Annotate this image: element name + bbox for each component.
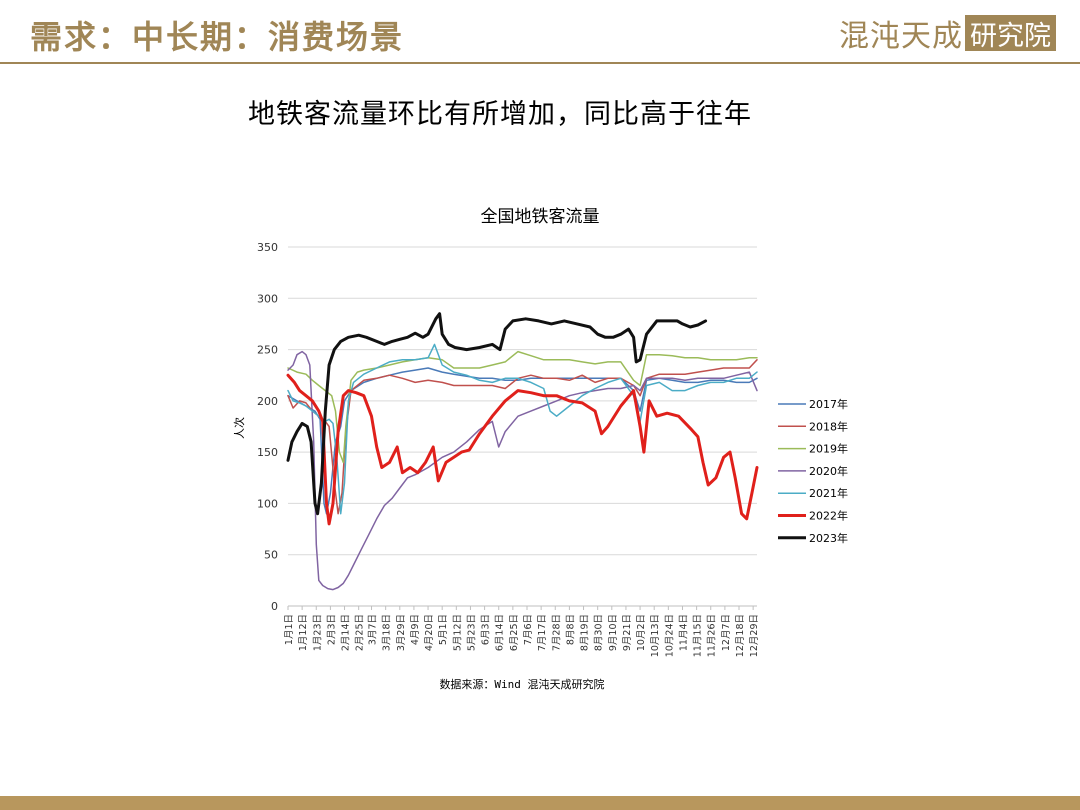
series-line-2017年: [287, 367, 758, 515]
x-tick-label: 2月25日: [355, 614, 366, 651]
x-tick-label: 3月18日: [382, 614, 393, 651]
x-tick-label: 8月19日: [580, 614, 591, 651]
y-tick-label: 150: [257, 446, 278, 459]
brand-logo: 混沌天成 研究院: [839, 14, 1056, 54]
x-tick-label: 11月26日: [707, 614, 718, 657]
brand-seal: 研究院: [965, 15, 1056, 52]
y-tick-label: 200: [257, 395, 278, 408]
series-line-2023年: [286, 312, 708, 516]
legend-label: 2022年: [809, 509, 848, 523]
chart-source: 数据来源：Wind 混沌天成研究院: [439, 677, 604, 691]
x-tick-label: 5月12日: [452, 614, 463, 651]
y-tick-label: 50: [264, 549, 278, 562]
legend: 2017年 2018年 2019年 2020年 2021年 2022年 2023年: [778, 397, 848, 545]
y-tick-label: 0: [271, 600, 278, 613]
page-title: 需求：中长期：消费场景: [30, 18, 405, 56]
x-tick-label: 6月3日: [481, 614, 492, 645]
series-line-2021年: [287, 343, 758, 515]
x-tick-label: 1月12日: [298, 614, 309, 651]
x-tick-label: 2月3日: [326, 614, 337, 645]
series-line-2022年: [286, 373, 759, 526]
x-tick-label: 10月2日: [636, 614, 647, 651]
x-tick-label: 8月30日: [594, 614, 605, 651]
series-line-2020年: [287, 350, 758, 591]
x-tick-label: 10月13日: [650, 614, 661, 657]
x-tick-label: 5月23日: [466, 614, 477, 651]
x-tick-label: 11月4日: [678, 614, 689, 651]
slide-header: 需求：中长期：消费场景 混沌天成 研究院: [0, 0, 1080, 62]
x-tick-label: 12月29日: [749, 614, 760, 657]
x-tick-label: 3月29日: [396, 614, 407, 651]
x-tick-label: 10月24日: [664, 614, 675, 657]
x-tick-label: 11月15日: [693, 614, 704, 657]
x-tick-label: 1月23日: [312, 614, 323, 651]
x-tick-label: 6月25日: [509, 614, 520, 651]
slide-subtitle: 地铁客流量环比有所增加，同比高于往年: [248, 99, 752, 130]
x-tick-label: 1月1日: [284, 614, 295, 645]
x-tick-label: 12月7日: [721, 614, 732, 651]
legend-label: 2020年: [809, 464, 848, 478]
series-line-2018年: [287, 359, 758, 515]
legend-label: 2018年: [809, 419, 848, 433]
chart-title: 全国地铁客流量: [481, 207, 600, 227]
x-tick-label: 5月1日: [438, 614, 449, 645]
x-tick-label: 8月8日: [565, 614, 576, 645]
legend-label: 2021年: [809, 486, 848, 500]
brand-name: 混沌天成: [839, 19, 963, 54]
y-tick-label: 350: [257, 241, 278, 254]
y-tick-label: 250: [257, 344, 278, 357]
grid-lines: [288, 246, 757, 556]
y-tick-label: 300: [257, 292, 278, 305]
footer-bar: [0, 796, 1080, 810]
x-tick-label: 4月20日: [424, 614, 435, 651]
x-tick-label: 12月18日: [735, 614, 746, 657]
x-tick-label: 9月10日: [608, 614, 619, 651]
x-tick-label: 6月14日: [495, 614, 506, 651]
x-tick-label: 7月17日: [537, 614, 548, 651]
legend-label: 2017年: [809, 397, 848, 411]
axes: 0 50 100 150 200 250 300 350 1月1日 1月12日 1月23日 2月3日 2…: [257, 241, 760, 657]
x-tick-label: 2月14日: [341, 614, 352, 651]
y-axis-label: 人次: [232, 417, 246, 439]
x-tick-label: 4月9日: [410, 614, 421, 645]
x-tick-label: 7月28日: [551, 614, 562, 651]
header-divider: [0, 62, 1080, 64]
y-tick-label: 100: [257, 497, 278, 510]
series-lines: [286, 312, 759, 591]
legend-label: 2023年: [809, 531, 848, 545]
x-tick-label: 3月7日: [368, 614, 379, 645]
series-line-2019年: [287, 350, 758, 464]
x-tick-label: 9月21日: [622, 614, 633, 651]
x-tick-label: 7月6日: [523, 614, 534, 645]
legend-label: 2019年: [809, 442, 848, 456]
